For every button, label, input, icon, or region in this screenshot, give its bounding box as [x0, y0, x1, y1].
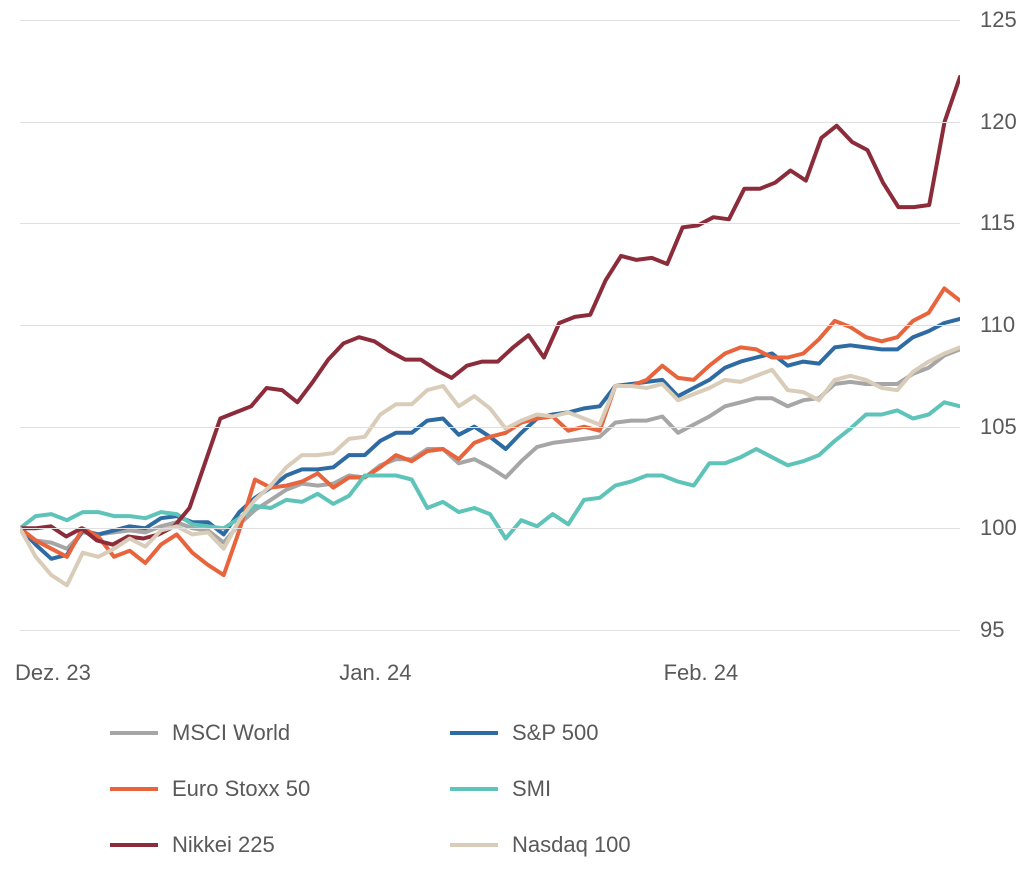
- gridline: [20, 528, 960, 529]
- y-tick-label: 105: [980, 414, 1017, 440]
- x-tick-label: Feb. 24: [664, 660, 739, 686]
- legend-label: S&P 500: [512, 720, 598, 746]
- gridline: [20, 427, 960, 428]
- gridline: [20, 122, 960, 123]
- y-tick-label: 95: [980, 617, 1004, 643]
- legend-item: Nikkei 225: [110, 832, 410, 858]
- legend-swatch: [450, 843, 498, 847]
- gridline: [20, 325, 960, 326]
- gridline: [20, 630, 960, 631]
- legend-swatch: [110, 731, 158, 735]
- y-tick-label: 125: [980, 7, 1017, 33]
- legend-swatch: [450, 731, 498, 735]
- legend-swatch: [450, 787, 498, 791]
- legend-label: Nikkei 225: [172, 832, 275, 858]
- legend-label: MSCI World: [172, 720, 290, 746]
- y-tick-label: 120: [980, 109, 1017, 135]
- legend-item: S&P 500: [450, 720, 750, 746]
- legend-item: MSCI World: [110, 720, 410, 746]
- y-tick-label: 110: [980, 312, 1015, 338]
- legend-item: Euro Stoxx 50: [110, 776, 410, 802]
- legend-item: Nasdaq 100: [450, 832, 750, 858]
- legend-label: Nasdaq 100: [512, 832, 631, 858]
- gridline: [20, 223, 960, 224]
- legend-swatch: [110, 843, 158, 847]
- index-performance-chart: 95 100 105 110 115 120 125 Dez. 23 Jan. 24 Feb. …: [0, 0, 1024, 852]
- legend-label: SMI: [512, 776, 551, 802]
- legend-item: SMI: [450, 776, 750, 802]
- gridline: [20, 20, 960, 21]
- legend-swatch: [110, 787, 158, 791]
- y-tick-label: 115: [980, 210, 1015, 236]
- x-tick-label: Jan. 24: [339, 660, 411, 686]
- legend-label: Euro Stoxx 50: [172, 776, 310, 802]
- x-tick-label: Dez. 23: [15, 660, 91, 686]
- series-line: [20, 77, 960, 545]
- y-tick-label: 100: [980, 515, 1017, 541]
- chart-legend: MSCI World S&P 500 Euro Stoxx 50 SMI Nikkei …: [110, 720, 1010, 888]
